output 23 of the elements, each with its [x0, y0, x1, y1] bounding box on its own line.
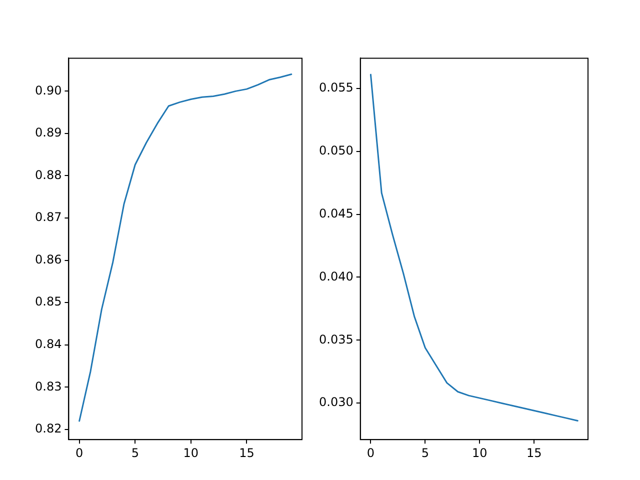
x-tick-label: 10	[183, 446, 199, 460]
y-tick-label: 0.040	[318, 269, 354, 284]
y-tick-label: 0.88	[35, 168, 62, 182]
y-tick-label: 0.030	[318, 395, 354, 410]
y-tick-label: 0.83	[35, 379, 62, 394]
y-tick-label: 0.82	[35, 422, 62, 436]
y-tick-label: 0.90	[35, 83, 62, 98]
y-tick-label: 0.87	[35, 210, 62, 224]
x-tick-label: 10	[472, 446, 488, 460]
y-tick-label: 0.055	[318, 80, 354, 95]
y-tick-label: 0.050	[318, 143, 354, 158]
x-tick-label: 5	[131, 446, 139, 460]
y-tick-label: 0.89	[35, 126, 62, 140]
y-tick-label: 0.86	[35, 252, 62, 266]
x-tick-label: 15	[526, 446, 542, 460]
y-tick-label: 0.045	[318, 206, 354, 220]
x-tick-label: 0	[366, 446, 375, 460]
x-tick-label: 15	[239, 446, 254, 460]
y-tick-label: 0.035	[318, 332, 354, 346]
y-tick-label: 0.84	[35, 337, 62, 352]
x-tick-label: 0	[76, 446, 84, 460]
x-tick-label: 5	[421, 446, 429, 460]
y-tick-label: 0.85	[35, 294, 62, 309]
